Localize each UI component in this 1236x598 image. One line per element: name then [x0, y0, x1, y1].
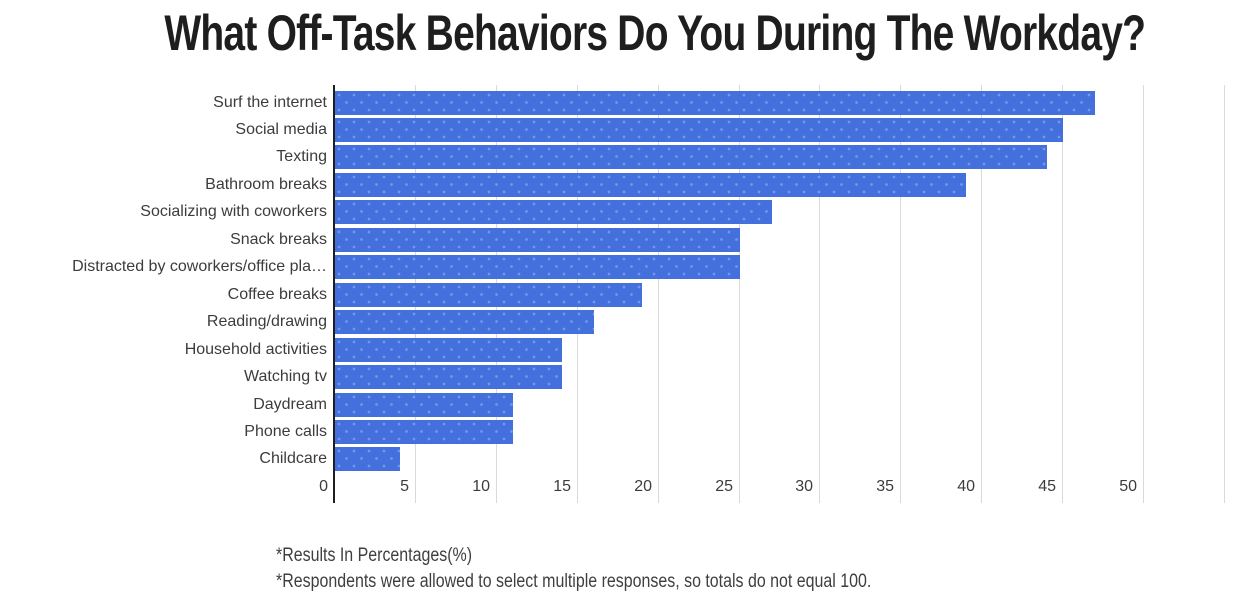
chart-title: What Off-Task Behaviors Do You During Th…: [164, 5, 1146, 61]
bar-household-activities[interactable]: [335, 338, 562, 362]
bar-reading-drawing[interactable]: [335, 310, 594, 334]
bar-watching-tv[interactable]: [335, 365, 562, 389]
gridline: [658, 85, 659, 503]
category-label: Coffee breaks: [227, 286, 327, 303]
gridline: [1143, 85, 1144, 503]
category-label: Surf the internet: [213, 94, 327, 111]
category-label: Reading/drawing: [206, 313, 327, 330]
category-label: Phone calls: [244, 423, 327, 440]
bar-socializing-with-coworkers[interactable]: [335, 200, 772, 224]
category-label: Socializing with coworkers: [140, 203, 327, 220]
bar-daydream[interactable]: [335, 393, 513, 417]
x-tick-label: 0: [319, 478, 328, 495]
bar-distracted-by-coworkers-office-pla[interactable]: [335, 255, 740, 279]
bar-snack-breaks[interactable]: [335, 228, 740, 252]
gridline: [1062, 85, 1063, 503]
gridline: [1224, 85, 1225, 503]
y-axis-line: [333, 85, 335, 503]
category-label: Childcare: [259, 450, 327, 467]
category-label: Bathroom breaks: [205, 176, 327, 193]
bar-social-media[interactable]: [335, 118, 1063, 142]
category-label: Daydream: [253, 396, 327, 413]
category-label: Distracted by coworkers/office pla…: [72, 258, 327, 275]
x-tick-label: 45: [1038, 478, 1056, 495]
x-tick-label: 50: [1119, 478, 1137, 495]
x-tick-label: 10: [472, 478, 490, 495]
x-tick-label: 40: [957, 478, 975, 495]
bar-bathroom-breaks[interactable]: [335, 173, 966, 197]
gridline: [900, 85, 901, 503]
x-tick-label: 15: [553, 478, 571, 495]
footnote-line: *Results In Percentages(%): [276, 545, 473, 566]
category-label: Household activities: [184, 341, 327, 358]
footnote-line: *Respondents were allowed to select mult…: [276, 571, 872, 592]
gridline: [739, 85, 740, 503]
x-tick-label: 20: [634, 478, 652, 495]
x-tick-label: 35: [876, 478, 894, 495]
category-label: Texting: [276, 148, 327, 165]
bar-childcare[interactable]: [335, 447, 400, 471]
category-label: Snack breaks: [230, 231, 327, 248]
bar-coffee-breaks[interactable]: [335, 283, 642, 307]
footnotes: *Results In Percentages(%) *Respondents …: [276, 543, 985, 595]
bar-texting[interactable]: [335, 145, 1047, 169]
gridline: [819, 85, 820, 503]
gridline: [981, 85, 982, 503]
category-label: Watching tv: [244, 368, 327, 385]
bar-surf-the-internet[interactable]: [335, 91, 1095, 115]
category-label: Social media: [235, 121, 327, 138]
x-tick-label: 30: [795, 478, 813, 495]
x-tick-label: 5: [400, 478, 409, 495]
x-tick-label: 25: [715, 478, 733, 495]
chart-title-area: What Off-Task Behaviors Do You During Th…: [26, 4, 1236, 62]
bar-phone-calls[interactable]: [335, 420, 513, 444]
